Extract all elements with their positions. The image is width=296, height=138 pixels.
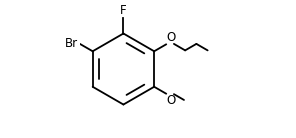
Text: O: O [167, 94, 176, 107]
Text: F: F [120, 4, 127, 17]
Text: O: O [167, 31, 176, 44]
Text: Br: Br [65, 37, 78, 50]
